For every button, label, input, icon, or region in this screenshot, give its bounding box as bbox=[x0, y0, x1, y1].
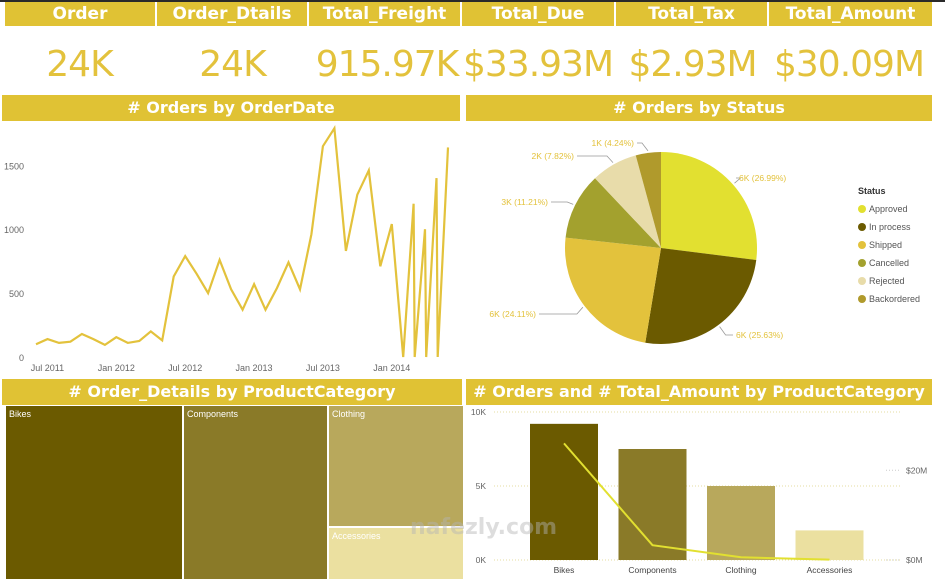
pie-leader-line bbox=[539, 306, 584, 315]
line-chart-title: # Orders by OrderDate bbox=[2, 95, 460, 121]
kpi-value-total-due: $33.93M bbox=[462, 44, 614, 85]
treemap-label: Accessories bbox=[332, 531, 381, 541]
legend-dot-icon bbox=[858, 259, 866, 267]
pie-leader-line bbox=[577, 155, 614, 163]
kpi-label-order-dtails: Order_Dtails bbox=[157, 2, 307, 26]
kpi-label-total-due: Total_Due bbox=[462, 2, 614, 26]
legend-label: Rejected bbox=[869, 276, 905, 286]
kpi-value-total-freight: 915.97K bbox=[315, 44, 460, 85]
y-tick-label: 0 bbox=[19, 353, 24, 363]
pie-data-label: 6K (26.99%) bbox=[739, 173, 786, 183]
legend-label: Shipped bbox=[869, 240, 903, 250]
x-tick-label: Accessories bbox=[807, 565, 853, 575]
bar-bikes[interactable] bbox=[530, 423, 598, 560]
legend-dot-icon bbox=[858, 223, 866, 231]
x-tick-label: Jan 2012 bbox=[98, 363, 135, 373]
x-tick-label: Components bbox=[628, 565, 676, 575]
legend-dot-icon bbox=[858, 277, 866, 285]
legend-label: Approved bbox=[869, 204, 908, 214]
x-tick-label: Bikes bbox=[554, 565, 575, 575]
kpi-label-total-tax: Total_Tax bbox=[616, 2, 767, 26]
legend-dot-icon bbox=[858, 241, 866, 249]
orders-by-date-chart: 0 500 1000 1500 Jul 2011 Jan 2012 Jul 2012 Jan … bbox=[4, 125, 450, 373]
pie-data-label: 2K (7.82%) bbox=[531, 151, 574, 161]
y-tick-label: 1000 bbox=[4, 225, 24, 235]
total-amount-line bbox=[563, 442, 830, 561]
treemap-label: Clothing bbox=[332, 409, 366, 419]
x-tick-label: Jan 2013 bbox=[236, 363, 273, 373]
y-tick-label: 500 bbox=[9, 289, 24, 299]
pie-data-label: 3K (11.21%) bbox=[501, 197, 548, 207]
status-legend: Status Approved In process Shipped Cancelle… bbox=[858, 186, 920, 308]
treemap-cell-clothing[interactable]: Clothing bbox=[328, 405, 464, 527]
legend-label: In process bbox=[869, 222, 911, 232]
legend-item-backordered[interactable]: Backordered bbox=[858, 290, 920, 308]
y-tick-label: 0K bbox=[476, 555, 487, 565]
treemap-cell-components[interactable]: Components bbox=[183, 405, 328, 580]
y-tick-label: 5K bbox=[476, 481, 487, 491]
pie-data-label: 6K (25.63%) bbox=[736, 330, 783, 340]
x-tick-label: Jan 2014 bbox=[373, 363, 410, 373]
combo-chart-title: # Orders and # Total_Amount by ProductCa… bbox=[466, 379, 932, 405]
legend-dot-icon bbox=[858, 295, 866, 303]
x-tick-label: Clothing bbox=[725, 565, 756, 575]
bar-clothing[interactable] bbox=[707, 486, 775, 560]
x-tick-label: Jul 2011 bbox=[31, 363, 64, 373]
orders-by-status-chart: 6K (26.99%) 6K (25.63%) 6K (24.11%) 3K (11.… bbox=[489, 138, 786, 344]
legend-item-cancelled[interactable]: Cancelled bbox=[858, 254, 920, 272]
pie-slice-approved[interactable] bbox=[661, 152, 757, 260]
legend-title: Status bbox=[858, 186, 886, 196]
bar-accessories[interactable] bbox=[795, 530, 864, 560]
pie-slice-backordered[interactable] bbox=[635, 152, 661, 248]
pie-leader-line bbox=[637, 142, 649, 152]
legend-item-approved[interactable]: Approved bbox=[858, 200, 920, 218]
treemap-label: Components bbox=[187, 409, 239, 419]
kpi-value-order: 24K bbox=[46, 44, 113, 85]
window-top-edge bbox=[0, 0, 945, 2]
legend-item-in-process[interactable]: In process bbox=[858, 218, 920, 236]
pie-leader-line bbox=[551, 201, 574, 205]
pie-leader-line bbox=[734, 177, 742, 184]
kpi-value-total-tax: $2.93M bbox=[628, 44, 757, 85]
bar-components[interactable] bbox=[618, 449, 687, 560]
order-details-treemap: Bikes Components Clothing Accessories bbox=[5, 405, 464, 580]
legend-label: Backordered bbox=[869, 294, 921, 304]
kpi-value-order-dtails: 24K bbox=[199, 44, 266, 85]
pie-leader-line bbox=[719, 326, 733, 336]
kpi-label-total-amount: Total_Amount bbox=[769, 2, 932, 26]
x-tick-label: Jul 2013 bbox=[306, 363, 340, 373]
pie-slice-in-process[interactable] bbox=[645, 248, 757, 344]
pie-data-label: 6K (24.11%) bbox=[489, 309, 536, 319]
pie-chart-title: # Orders by Status bbox=[466, 95, 932, 121]
pie-slice-shipped[interactable] bbox=[565, 237, 661, 343]
treemap-cell-bikes[interactable]: Bikes bbox=[5, 405, 183, 580]
treemap-label: Bikes bbox=[9, 409, 32, 419]
treemap-title: # Order_Details by ProductCategory bbox=[2, 379, 462, 405]
kpi-label-order: Order bbox=[5, 2, 155, 26]
orders-amount-by-category-chart: 0K 5K 10K $0M $20M Bikes Components Clothing Acc… bbox=[471, 407, 927, 575]
legend-item-rejected[interactable]: Rejected bbox=[858, 272, 920, 290]
y-tick-label: 10K bbox=[471, 407, 486, 417]
legend-dot-icon bbox=[858, 205, 866, 213]
y-tick-label: 1500 bbox=[4, 161, 24, 171]
legend-item-shipped[interactable]: Shipped bbox=[858, 236, 920, 254]
pie-data-label: 1K (4.24%) bbox=[591, 138, 634, 148]
orders-line bbox=[35, 125, 450, 358]
pie-slice-cancelled[interactable] bbox=[565, 178, 661, 248]
kpi-label-total-freight: Total_Freight bbox=[309, 2, 460, 26]
legend-label: Cancelled bbox=[869, 258, 910, 268]
watermark: nafezly.com bbox=[410, 515, 558, 540]
y2-tick-label: $20M bbox=[906, 465, 927, 475]
x-tick-label: Jul 2012 bbox=[168, 363, 202, 373]
y2-tick-label: $0M bbox=[906, 555, 923, 565]
kpi-value-total-amount: $30.09M bbox=[773, 44, 925, 85]
pie-slice-rejected[interactable] bbox=[595, 155, 661, 248]
